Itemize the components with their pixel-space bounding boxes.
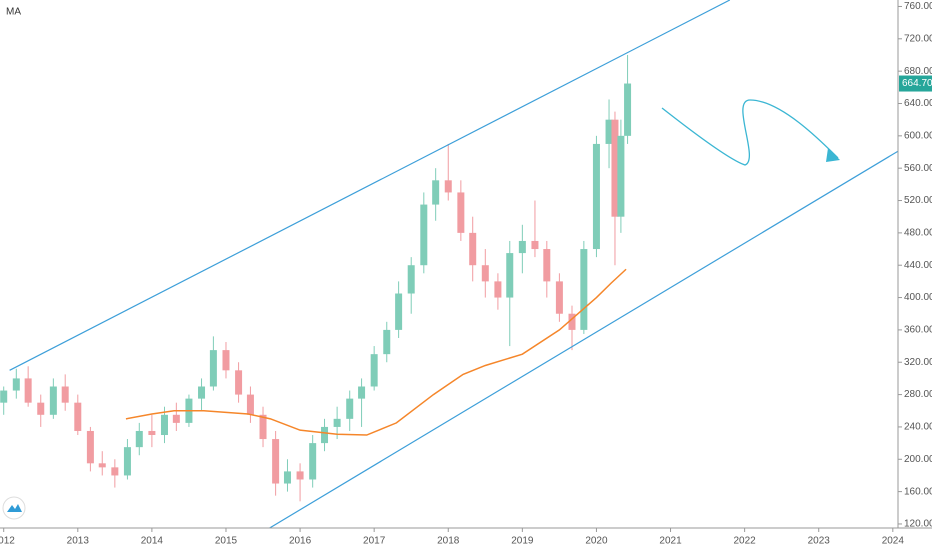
x-tick-label: 2017 [363,536,386,547]
candle-body [469,232,477,266]
candle-body [37,402,45,415]
candle-body [605,119,613,144]
indicator-label: MA [6,7,21,18]
y-tick-label: 320.00 [904,357,932,368]
y-tick-label: 760.00 [904,1,932,12]
candle-body [209,350,217,387]
x-tick-label: 2024 [882,536,905,547]
candle-body [272,439,280,484]
candle-body [309,443,317,480]
candle-body [494,281,502,298]
candle-body [61,386,69,403]
y-tick-label: 200.00 [904,454,932,465]
candle-body [246,394,254,415]
candle-body [420,204,428,266]
candle-body [383,329,391,355]
candle-body [568,313,576,330]
candle-body [457,192,465,233]
forecast-curve [661,99,839,166]
y-tick-label: 680.00 [904,66,932,77]
x-tick-label: 2020 [585,536,608,547]
candle-body [198,386,206,399]
y-tick-label: 400.00 [904,292,932,303]
candle-body [160,414,168,436]
candle-body [12,378,20,391]
candle-body [259,414,267,440]
candle-body [346,398,354,419]
y-tick-label: 560.00 [904,163,932,174]
forecast-arrowhead [826,148,840,162]
candle-body [358,386,366,399]
candle-body [296,471,304,480]
x-tick-label: 2013 [67,536,90,547]
candle-body [555,281,563,314]
candle-body [283,471,291,484]
x-tick-label: 2021 [659,536,682,547]
candle-body [333,418,341,427]
x-tick-label: 2012 [0,536,15,547]
candle-body [111,467,119,476]
last-price-box [899,75,932,92]
candle-body [321,426,329,444]
y-tick-label: 120.00 [904,519,932,530]
y-tick-label: 640.00 [904,98,932,109]
candle-body [395,293,403,330]
y-tick-label: 720.00 [904,33,932,44]
candle-body [531,240,539,250]
candle-body [624,83,632,136]
x-tick-label: 2018 [437,536,460,547]
candle-body [74,402,82,431]
x-tick-label: 2014 [141,536,164,547]
x-tick-label: 2022 [734,536,757,547]
y-tick-label: 360.00 [904,325,932,336]
x-tick-label: 2019 [511,536,534,547]
candle-body [235,370,243,395]
candle-body [543,249,551,282]
y-tick-label: 280.00 [904,389,932,400]
candle-body [123,447,131,476]
y-tick-label: 520.00 [904,195,932,206]
candle-body [592,143,600,250]
candle-body [98,463,106,468]
candle-body [49,386,57,415]
candle-body [481,265,489,282]
channel-line [268,150,898,528]
y-tick-label: 600.00 [904,130,932,141]
x-tick-label: 2023 [808,536,831,547]
x-tick-label: 2016 [289,536,312,547]
y-tick-label: 240.00 [904,422,932,433]
y-tick-label: 440.00 [904,260,932,271]
candle-body [580,249,588,330]
plot-area [0,0,898,528]
candle-body [172,414,180,423]
candle-body [407,265,415,294]
candle-body [432,180,440,205]
candle-body [148,430,156,436]
candle-body [518,240,526,254]
candle-body [0,390,8,403]
candle-body [135,430,143,448]
candle-body [611,119,619,217]
channel-line [9,0,731,371]
candle-body [86,430,94,464]
y-tick-label: 160.00 [904,486,932,497]
moving-average [125,268,627,436]
candle-body [222,350,230,371]
y-tick-label: 480.00 [904,228,932,239]
candle-body [370,354,378,387]
candle-body [24,378,32,403]
candle-body [444,180,452,193]
candle-body [506,253,514,298]
logo-icon [7,504,22,512]
candle-body [617,135,625,217]
last-price-label: 664.70 [902,78,932,89]
x-tick-label: 2015 [215,536,238,547]
